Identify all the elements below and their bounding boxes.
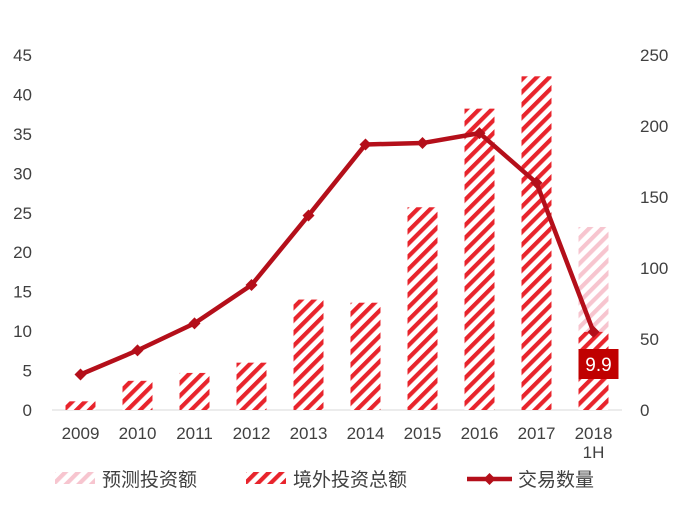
left-axis: 0 5 10 15 20 25 30 35 40 45 bbox=[13, 46, 32, 420]
investment-bars bbox=[65, 76, 609, 411]
left-axis-tick: 20 bbox=[13, 243, 32, 262]
deal-count-line bbox=[74, 127, 600, 381]
investment-bar bbox=[179, 372, 210, 410]
investment-bar bbox=[350, 302, 381, 410]
deal-count-marker bbox=[587, 325, 600, 338]
x-axis-tick: 2010 bbox=[119, 424, 157, 443]
investment-bar bbox=[122, 380, 153, 410]
x-axis-tick: 2011 bbox=[176, 424, 213, 443]
investment-bar bbox=[464, 108, 495, 411]
right-axis-tick: 50 bbox=[640, 330, 659, 349]
investment-bar bbox=[521, 76, 552, 411]
deal-count-marker bbox=[416, 137, 429, 150]
x-axis-tick: 2014 bbox=[347, 424, 385, 443]
investment-bar bbox=[293, 299, 324, 410]
callout-label: 9.9 bbox=[585, 355, 611, 376]
legend-forecast-label: 预测投资额 bbox=[102, 469, 197, 491]
x-axis-tick: 2012 bbox=[233, 424, 271, 443]
x-axis-tick: 2016 bbox=[461, 424, 499, 443]
right-axis: 0 50 100 150 200 250 bbox=[640, 46, 668, 420]
left-axis-tick: 40 bbox=[13, 85, 32, 104]
left-axis-tick: 5 bbox=[23, 362, 32, 381]
investment-bar bbox=[407, 207, 438, 410]
deal-count-marker bbox=[359, 138, 372, 151]
legend: 预测投资额 境外投资总额 交易数量 bbox=[55, 469, 594, 491]
legend-investment-label: 境外投资总额 bbox=[293, 469, 407, 491]
investment-bar bbox=[236, 362, 267, 410]
left-axis-tick: 15 bbox=[13, 283, 32, 302]
deal-count-marker bbox=[188, 317, 201, 330]
left-axis-tick: 10 bbox=[13, 322, 32, 341]
legend-line-label: 交易数量 bbox=[518, 469, 594, 491]
left-axis-tick: 45 bbox=[13, 46, 32, 65]
right-axis-tick: 150 bbox=[640, 188, 668, 207]
deal-count-marker bbox=[74, 368, 87, 381]
legend-investment-swatch bbox=[246, 472, 286, 484]
x-axis-tick: 2013 bbox=[290, 424, 328, 443]
investment-bar bbox=[65, 401, 96, 410]
deal-count-line-path bbox=[79, 130, 596, 377]
right-axis-tick: 0 bbox=[640, 401, 649, 420]
x-axis-tick: 2009 bbox=[62, 424, 100, 443]
callout-box bbox=[578, 349, 619, 379]
left-axis-tick: 35 bbox=[13, 125, 32, 144]
deal-count-marker bbox=[473, 127, 486, 140]
deal-count-marker bbox=[131, 344, 144, 357]
x-axis-tick: 2017 bbox=[518, 424, 556, 443]
right-axis-tick: 250 bbox=[640, 46, 668, 65]
deal-count-marker bbox=[302, 209, 315, 222]
left-axis-tick: 25 bbox=[13, 204, 32, 223]
legend-line-marker bbox=[483, 473, 496, 485]
right-axis-tick: 200 bbox=[640, 117, 668, 136]
x-axis-ticks: 2009 2010 2011 2012 2013 2014 2015 2016 2017 2018… bbox=[62, 424, 613, 462]
left-axis-tick: 30 bbox=[13, 164, 32, 183]
deal-count-marker bbox=[245, 279, 258, 292]
right-axis-tick: 100 bbox=[640, 259, 668, 278]
x-axis-tick: 2015 bbox=[404, 424, 442, 443]
deal-count-marker bbox=[530, 176, 543, 189]
value-callout: 9.9 bbox=[578, 349, 619, 379]
legend-forecast-swatch bbox=[55, 472, 95, 484]
left-axis-tick: 0 bbox=[23, 401, 32, 420]
x-axis-tick: 2018 1H bbox=[575, 424, 613, 462]
